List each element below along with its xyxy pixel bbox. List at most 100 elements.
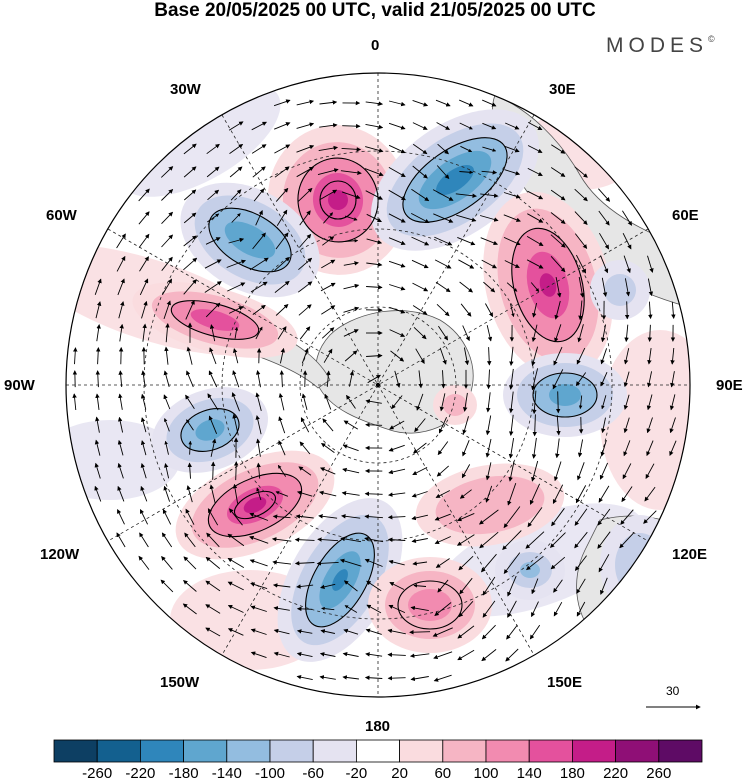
wind-vector bbox=[457, 625, 475, 639]
wind-vector bbox=[414, 418, 426, 433]
wind-vector bbox=[343, 628, 359, 635]
wind-vector bbox=[483, 281, 496, 293]
wind-vector bbox=[644, 486, 656, 502]
wind-vector bbox=[296, 99, 315, 106]
wind-vector bbox=[549, 532, 566, 548]
wind-vector bbox=[481, 624, 496, 640]
wind-vector bbox=[509, 346, 514, 366]
wind-vector bbox=[320, 282, 336, 292]
wind-vector bbox=[342, 467, 360, 474]
wind-vector bbox=[458, 259, 475, 269]
wind-vector bbox=[139, 256, 149, 272]
wind-vector bbox=[553, 461, 562, 482]
lon-label-60e: 60E bbox=[672, 207, 699, 224]
wind-vector bbox=[433, 674, 452, 682]
wind-vector bbox=[624, 278, 631, 297]
wind-vector bbox=[388, 213, 406, 223]
wind-vector bbox=[250, 651, 267, 659]
wind-vector bbox=[646, 394, 653, 411]
wind-vector bbox=[364, 558, 383, 567]
wind-vector bbox=[574, 233, 588, 249]
wind-vector bbox=[551, 508, 565, 527]
wind-vector bbox=[506, 282, 518, 292]
wind-vector bbox=[277, 464, 287, 477]
wind-vector bbox=[552, 369, 564, 390]
wind-vector bbox=[574, 531, 588, 549]
wind-vector bbox=[366, 604, 382, 614]
wind-vector bbox=[233, 461, 239, 481]
wind-vector bbox=[482, 146, 497, 152]
wind-vector bbox=[185, 394, 195, 409]
wind-vector bbox=[183, 279, 197, 295]
wind-vector bbox=[318, 514, 338, 519]
wind-vector bbox=[163, 300, 171, 320]
wind-vector bbox=[482, 576, 496, 596]
colorbar-tick-label: 260 bbox=[646, 765, 672, 782]
copyright-mark: © bbox=[708, 34, 715, 44]
wind-vector bbox=[527, 122, 543, 130]
wind-vector bbox=[326, 370, 331, 387]
wind-vector bbox=[206, 166, 220, 178]
wind-vector bbox=[364, 491, 383, 497]
wind-vector bbox=[574, 166, 588, 178]
wind-vector bbox=[141, 370, 146, 388]
wind-vector bbox=[486, 325, 493, 342]
wind-vector bbox=[186, 346, 193, 365]
wind-vector bbox=[249, 257, 269, 271]
wind-vector bbox=[117, 278, 125, 296]
wind-vector bbox=[186, 419, 194, 431]
wind-vector bbox=[250, 281, 268, 293]
brand-text: MODES bbox=[606, 34, 709, 57]
wind-vector bbox=[437, 143, 449, 155]
wind-vector bbox=[670, 371, 675, 388]
wind-vector bbox=[142, 323, 147, 342]
wind-vector bbox=[600, 577, 608, 595]
wind-vector bbox=[576, 601, 586, 617]
contour-lines bbox=[170, 137, 598, 630]
wind-vector bbox=[621, 486, 633, 503]
anomaly-cell bbox=[503, 353, 627, 437]
wind-vector bbox=[209, 324, 216, 342]
wind-vector bbox=[391, 395, 403, 410]
wind-vector bbox=[622, 463, 632, 480]
wind-vector bbox=[366, 285, 383, 290]
wind-vector bbox=[647, 255, 654, 273]
wind-vector bbox=[275, 187, 289, 202]
wind-vector bbox=[294, 561, 315, 566]
wind-vector bbox=[273, 99, 291, 107]
wind-vector bbox=[321, 259, 336, 269]
wind-vector bbox=[161, 256, 173, 271]
wind-vector bbox=[95, 393, 100, 410]
wind-vector bbox=[275, 303, 289, 316]
wind-vector bbox=[296, 584, 314, 589]
wind-vector bbox=[320, 583, 336, 590]
wind-vector bbox=[550, 189, 566, 201]
wind-vector bbox=[316, 561, 339, 566]
wind-vector bbox=[249, 535, 269, 544]
wind-vector bbox=[249, 559, 268, 567]
wind-vector bbox=[597, 531, 611, 549]
wind-vector bbox=[117, 439, 124, 456]
wind-vector bbox=[251, 144, 267, 154]
wind-vector bbox=[162, 508, 172, 525]
wind-vector bbox=[456, 214, 477, 222]
wind-vector bbox=[387, 537, 406, 542]
wind-vector bbox=[297, 281, 313, 293]
colorbar-swatch bbox=[572, 739, 617, 763]
colorbar-tick-label: -260 bbox=[82, 765, 113, 782]
wind-vector bbox=[413, 326, 427, 340]
wind-vector bbox=[205, 556, 221, 569]
colorbar-tick-label: 60 bbox=[434, 765, 452, 782]
wind-vector bbox=[532, 390, 537, 415]
wind-vector bbox=[574, 508, 588, 526]
wind-vector bbox=[479, 509, 499, 525]
colorbar-swatch bbox=[485, 739, 530, 763]
wind-vector bbox=[342, 123, 361, 129]
wind-vector bbox=[532, 414, 537, 437]
wind-vector bbox=[226, 259, 247, 268]
wind-vector bbox=[434, 259, 452, 269]
wind-vector bbox=[118, 393, 123, 410]
wind-vector bbox=[184, 532, 196, 548]
wind-vector bbox=[341, 491, 360, 496]
wind-vector bbox=[163, 370, 170, 388]
